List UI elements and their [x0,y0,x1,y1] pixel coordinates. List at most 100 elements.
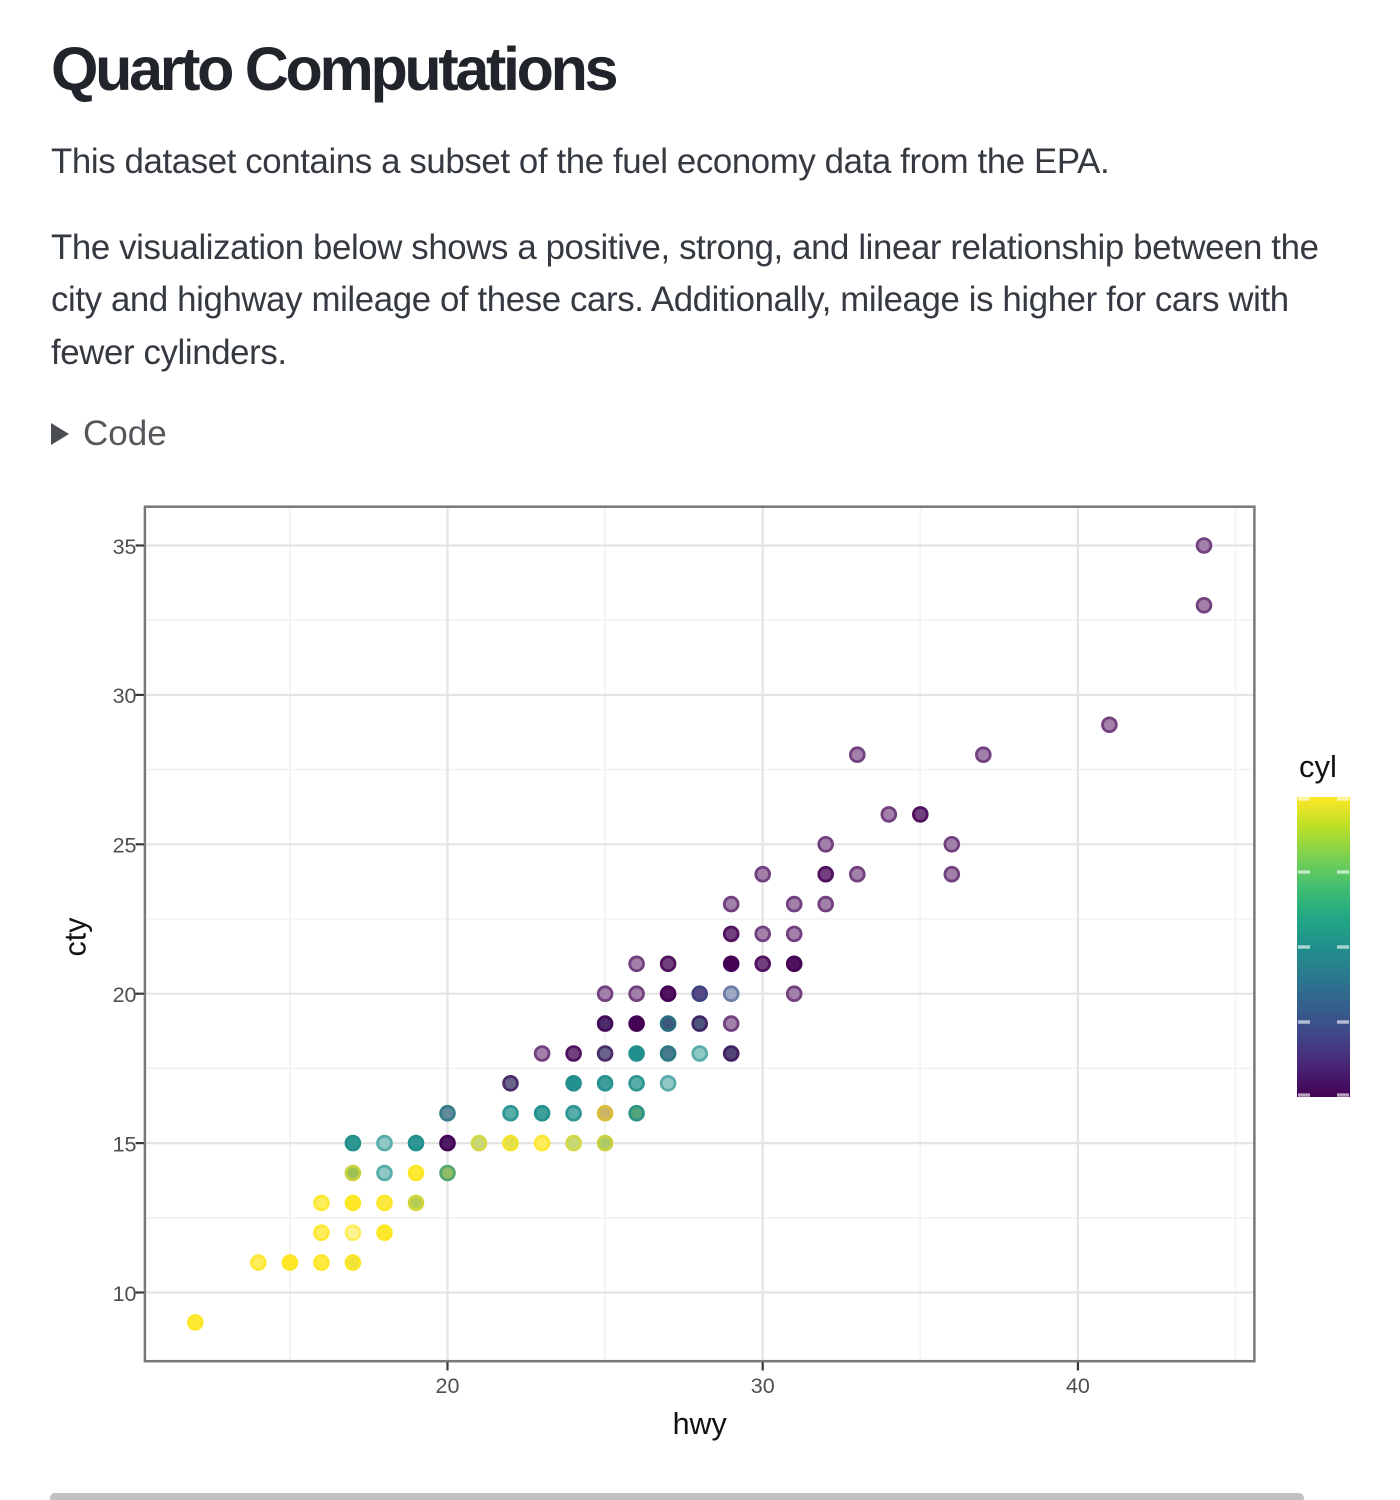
x-tick-labels: 20 30 40 [436,1374,1090,1398]
y-axis-title: cty [59,917,93,957]
data-point [754,865,771,883]
data-point [376,1194,393,1212]
y-tick-label: 25 [113,834,137,858]
data-point [691,1015,708,1032]
data-point [376,1224,393,1241]
data-point [785,895,803,913]
data-point [313,1254,330,1271]
y-tick-label: 10 [113,1282,137,1306]
data-point [439,1104,456,1122]
data-point [596,1134,614,1152]
data-point [281,1254,299,1271]
page-title: Quarto Computations [51,35,619,103]
data-point [628,1075,645,1092]
data-point [533,1045,551,1062]
data-point [596,985,614,1002]
data-point [533,1104,551,1122]
axis-ticks [135,544,1080,1371]
y-tick-label: 15 [113,1132,137,1156]
data-point [1101,716,1118,734]
data-point [439,1164,456,1182]
code-fold-label: Code [83,414,167,453]
data-point [565,1134,582,1152]
data-point [817,865,834,883]
data-point [817,895,834,913]
colorbar-gradient [1297,797,1350,1097]
colorbar-ticks [1298,797,1349,1097]
data-point [407,1134,425,1152]
data-point [313,1194,330,1212]
data-point [470,1134,488,1152]
description-paragraph: The visualization below shows a positive… [51,228,1319,372]
data-point [659,955,677,973]
data-point [785,985,803,1002]
y-tick-labels: 35 30 25 20 15 10 [113,535,137,1306]
data-point [1195,537,1213,554]
code-fold-toggle[interactable]: Code [51,408,167,460]
data-point [344,1224,362,1241]
data-point [596,1045,614,1062]
data-point [817,835,834,853]
data-point [691,985,708,1002]
data-point [344,1194,362,1212]
data-point [565,1104,582,1122]
y-tick-label: 30 [113,684,137,708]
data-point [691,1045,708,1062]
data-point [785,955,803,973]
x-tick-label: 30 [751,1374,775,1398]
data-point [628,1104,645,1122]
panel-border [143,505,1256,1363]
intro-paragraph: This dataset contains a subset of the fu… [51,142,1110,181]
y-tick-label: 35 [113,535,137,559]
data-point [659,1045,677,1062]
data-point [187,1314,204,1331]
data-point [565,1075,582,1092]
data-point [974,746,992,763]
data-point [785,925,803,943]
data-point [407,1194,425,1212]
data-point [313,1224,330,1241]
disclosure-triangle-icon [51,423,69,445]
x-axis-title: hwy [673,1407,728,1441]
gridlines-major [144,506,1255,1362]
data-point [722,985,740,1002]
data-point [376,1134,393,1152]
data-point [344,1254,362,1271]
data-point [659,1015,677,1032]
data-point [502,1104,519,1122]
data-point [722,1045,740,1062]
data-point [722,1015,740,1032]
data-point [754,955,771,973]
x-tick-label: 40 [1066,1374,1090,1398]
horizontal-scrollbar-thumb[interactable] [50,1493,1304,1500]
data-point [565,1045,582,1062]
x-tick-label: 20 [436,1374,460,1398]
data-point [1195,596,1213,614]
data-point [250,1254,267,1271]
data-points [187,537,1213,1331]
y-tick-label: 20 [113,983,137,1007]
data-point [911,806,929,823]
data-point [754,925,771,943]
legend-title: cyl [1299,749,1337,784]
data-point [848,865,866,883]
data-point [533,1134,551,1152]
data-point [659,985,677,1002]
data-point [439,1134,456,1152]
data-point [344,1164,362,1182]
data-point [502,1075,519,1092]
data-point [596,1075,614,1092]
data-point [943,835,961,853]
data-point [376,1164,393,1182]
data-point [848,746,866,763]
code-disclosure: Code [51,408,167,460]
data-point [344,1134,362,1152]
data-point [596,1104,614,1122]
colorbar-legend: cyl [1297,749,1350,1097]
data-point [880,806,898,823]
data-point [722,925,740,943]
data-point [722,895,740,913]
data-point [628,1045,645,1062]
data-point [722,955,740,973]
data-point [502,1134,519,1152]
